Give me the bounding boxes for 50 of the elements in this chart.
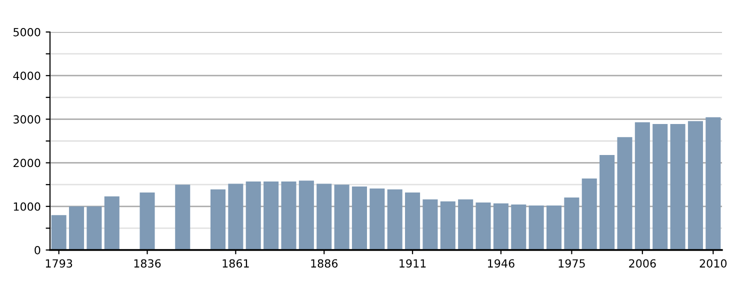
bar (86, 206, 102, 250)
x-tick-label: 1793 (46, 259, 72, 268)
x-tick-label: 1911 (400, 259, 426, 268)
bar (352, 186, 367, 250)
bar (316, 184, 332, 250)
bar (564, 197, 580, 250)
x-tick-label: 2006 (629, 259, 656, 268)
y-tick-label: 2000 (14, 158, 40, 168)
bar (210, 189, 226, 250)
x-tick-label: 1946 (488, 259, 514, 268)
x-tick-label: 1836 (134, 259, 161, 268)
bar (281, 182, 296, 250)
x-tick-label: 1861 (222, 259, 249, 268)
y-tick-label: 0 (34, 246, 40, 254)
bar (511, 204, 526, 250)
bar (370, 188, 385, 250)
bar (458, 199, 474, 250)
bar (422, 199, 438, 250)
bar (175, 184, 190, 250)
bar (405, 192, 420, 250)
bar (246, 182, 261, 250)
bar (51, 215, 66, 250)
bar (634, 122, 650, 250)
bar (476, 202, 491, 250)
x-tick-label: 1886 (311, 259, 338, 268)
bar (334, 184, 350, 250)
bar (670, 124, 686, 250)
bar (104, 196, 120, 250)
y-tick-label: 3000 (14, 115, 40, 124)
bar (582, 178, 597, 250)
bar (140, 192, 155, 250)
x-tick-label: 2010 (700, 259, 727, 268)
y-tick-label: 1000 (14, 202, 40, 211)
bar (228, 184, 244, 250)
bar (546, 206, 562, 250)
bar (617, 137, 632, 250)
y-tick-label: 4000 (13, 72, 40, 80)
bar (493, 203, 508, 250)
bar (264, 182, 279, 250)
bar (600, 154, 615, 250)
bar (69, 206, 84, 250)
y-tick-label: 5000 (14, 28, 40, 36)
bar (298, 180, 314, 250)
bar (528, 206, 544, 250)
bar (688, 121, 703, 250)
bar (440, 201, 456, 250)
x-tick-label: 1975 (558, 259, 585, 268)
bar (706, 117, 721, 250)
bar (387, 189, 402, 250)
bar (652, 124, 668, 250)
